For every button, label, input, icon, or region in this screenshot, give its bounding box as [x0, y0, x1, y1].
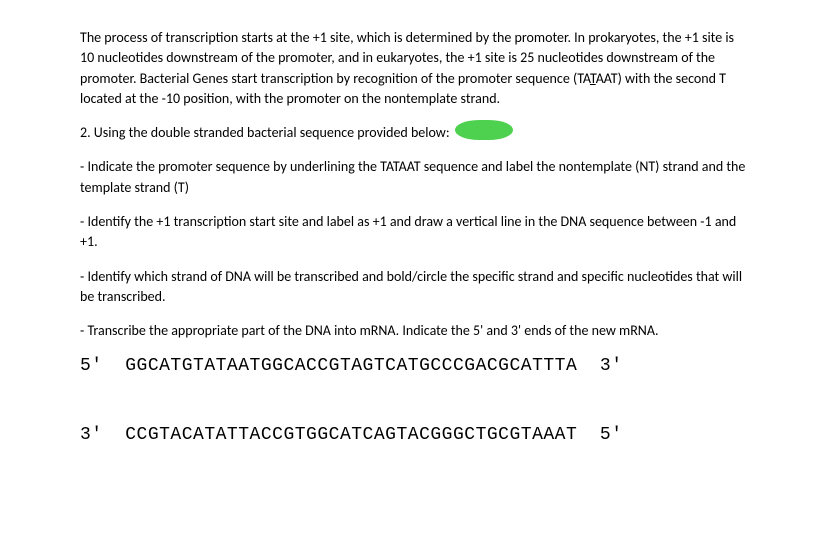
bottom-strand: 3' CCGTACATATTACCGTGGCATCAGTACGGGCTGCGTA… [80, 425, 747, 447]
top-right-end: 3' [600, 356, 623, 376]
intro-paragraph: The process of transcription starts at t… [80, 28, 747, 109]
top-strand: 5' GGCATGTATAATGGCACCGTAGTCATGCCCGACGCAT… [80, 356, 747, 378]
bottom-right-end: 5' [600, 425, 623, 445]
highlight-mark [453, 123, 485, 143]
green-highlight-icon [455, 120, 513, 140]
question-2-lead: 2. Using the double stranded bacterial s… [80, 123, 747, 143]
bullet-2: - Identify the +1 transcription start si… [80, 212, 747, 253]
top-sequence: GGCATGTATAATGGCACCGTAGTCATGCCCGACGCATTTA [125, 356, 577, 376]
bullet-1: - Indicate the promoter sequence by unde… [80, 157, 747, 198]
bottom-sequence: CCGTACATATTACCGTGGCATCAGTACGGGCTGCGTAAAT [125, 425, 577, 445]
q2-lead-text: 2. Using the double stranded bacterial s… [80, 124, 450, 141]
bullet-3: - Identify which strand of DNA will be t… [80, 267, 747, 308]
bullet-4: - Transcribe the appropriate part of the… [80, 321, 747, 341]
sequence-gap [80, 377, 747, 425]
top-left-end: 5' [80, 356, 103, 376]
sequence-block: 5' GGCATGTATAATGGCACCGTAGTCATGCCCGACGCAT… [80, 356, 747, 447]
bottom-left-end: 3' [80, 425, 103, 445]
